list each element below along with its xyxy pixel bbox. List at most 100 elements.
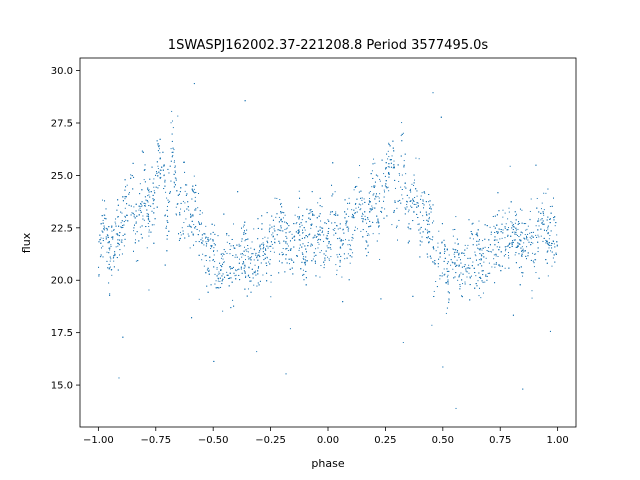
data-point xyxy=(342,301,344,303)
data-point xyxy=(220,253,222,255)
data-point xyxy=(458,265,460,267)
data-point xyxy=(188,209,190,211)
data-point xyxy=(156,140,158,142)
data-point xyxy=(406,201,408,203)
data-point xyxy=(263,259,265,261)
data-point xyxy=(252,273,254,275)
data-point xyxy=(132,162,134,164)
data-point xyxy=(496,239,498,241)
data-point xyxy=(511,243,513,245)
data-point xyxy=(180,187,182,189)
data-point xyxy=(282,230,284,232)
data-point xyxy=(498,264,500,266)
data-point xyxy=(279,242,281,244)
data-point xyxy=(151,166,153,168)
data-point xyxy=(351,236,353,238)
data-point xyxy=(205,255,207,257)
data-point xyxy=(208,273,210,275)
data-point xyxy=(280,211,282,213)
data-point xyxy=(245,276,247,278)
data-point xyxy=(111,226,113,228)
data-point xyxy=(377,218,379,220)
data-point xyxy=(467,257,469,259)
data-point xyxy=(201,242,203,244)
data-point xyxy=(305,235,307,237)
x-tick-label: 0.25 xyxy=(374,435,396,446)
data-point xyxy=(540,219,542,221)
data-point xyxy=(351,239,353,241)
data-point xyxy=(203,233,205,235)
data-point xyxy=(413,184,415,186)
data-point xyxy=(417,223,419,225)
data-point xyxy=(522,272,524,274)
data-point xyxy=(312,213,314,215)
data-point xyxy=(164,215,166,217)
data-point xyxy=(302,229,304,231)
data-point xyxy=(254,264,256,266)
data-point xyxy=(374,162,376,164)
x-tick-label: −0.75 xyxy=(140,435,171,446)
data-point xyxy=(291,259,293,261)
data-point xyxy=(108,263,110,265)
data-point xyxy=(381,159,383,161)
data-point xyxy=(268,229,270,231)
data-point xyxy=(195,191,197,193)
data-point xyxy=(280,218,282,220)
data-point xyxy=(199,223,201,225)
data-point xyxy=(248,274,250,276)
data-point xyxy=(287,250,289,252)
data-point xyxy=(215,287,217,289)
data-point xyxy=(466,276,468,278)
data-point xyxy=(498,210,500,212)
data-point xyxy=(176,203,178,205)
data-point xyxy=(289,268,291,270)
data-point xyxy=(117,245,119,247)
data-point xyxy=(390,162,392,164)
data-point xyxy=(474,254,476,256)
data-point xyxy=(218,271,220,273)
data-point xyxy=(189,247,191,249)
data-point xyxy=(204,233,206,235)
data-point xyxy=(420,226,422,228)
data-point xyxy=(109,260,111,262)
data-point xyxy=(259,244,261,246)
data-point xyxy=(107,267,109,269)
data-point xyxy=(331,211,333,213)
data-point xyxy=(240,268,242,270)
data-point xyxy=(257,267,259,269)
data-point xyxy=(433,290,435,292)
data-points xyxy=(98,83,558,409)
data-point xyxy=(448,298,450,300)
data-point xyxy=(273,251,275,253)
data-point xyxy=(207,238,209,240)
data-point xyxy=(506,245,508,247)
data-point xyxy=(480,297,482,299)
data-point xyxy=(138,209,140,211)
data-point xyxy=(132,188,134,190)
data-point xyxy=(448,270,450,272)
data-point xyxy=(152,198,154,200)
data-point xyxy=(387,150,389,152)
data-point xyxy=(281,254,283,256)
data-point xyxy=(203,265,205,267)
data-point xyxy=(350,245,352,247)
data-point xyxy=(367,217,369,219)
data-point xyxy=(142,215,144,217)
data-point xyxy=(468,264,470,266)
data-point xyxy=(344,199,346,201)
data-point xyxy=(389,145,391,147)
data-point xyxy=(352,216,354,218)
data-point xyxy=(369,201,371,203)
data-point xyxy=(490,233,492,235)
data-point xyxy=(243,267,245,269)
data-point xyxy=(444,250,446,252)
data-point xyxy=(533,262,535,264)
data-point xyxy=(171,156,173,158)
data-point xyxy=(347,226,349,228)
data-point xyxy=(115,225,117,227)
data-point xyxy=(159,177,161,179)
data-point xyxy=(312,214,314,216)
data-point xyxy=(372,207,374,209)
data-point xyxy=(352,213,354,215)
data-point xyxy=(538,225,540,227)
